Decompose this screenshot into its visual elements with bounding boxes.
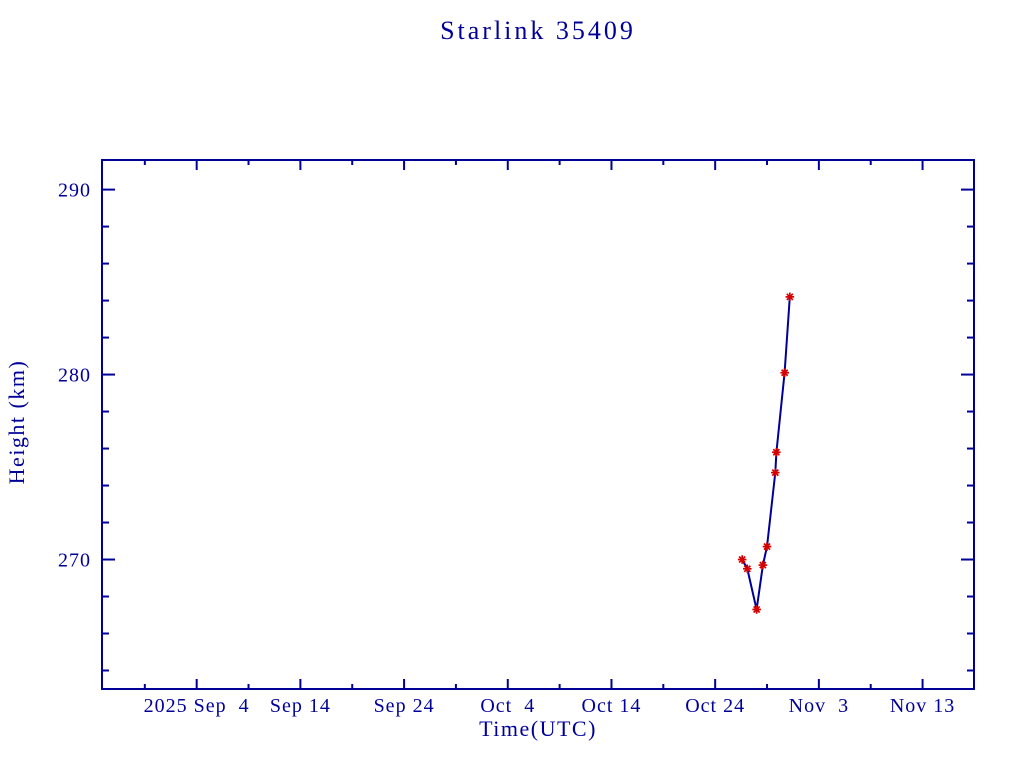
- x-tick-label: Nov 13: [890, 695, 955, 717]
- data-point-marker: [758, 560, 768, 570]
- marker-spoke: [781, 369, 789, 377]
- data-point-marker: [772, 447, 781, 457]
- x-tick-label: Nov 3: [789, 695, 849, 717]
- marker-spoke: [786, 293, 794, 301]
- data-point-marker: [771, 468, 780, 477]
- y-tick-label: 290: [58, 180, 91, 202]
- x-tick-label: Oct 14: [582, 695, 642, 717]
- data-point-marker: [762, 542, 772, 551]
- marker-spoke: [743, 565, 751, 573]
- marker-spoke: [738, 555, 746, 564]
- marker-spoke: [771, 468, 779, 477]
- y-tick-label: 270: [58, 550, 91, 572]
- data-point-marker: [737, 555, 747, 564]
- y-axis-label: Height (km): [4, 359, 29, 485]
- data-point-marker: [743, 564, 752, 574]
- marker-spoke: [763, 542, 771, 551]
- x-tick-label: 2025 Sep 4: [144, 695, 250, 717]
- marker-spoke: [753, 605, 761, 614]
- data-point-marker: [752, 605, 761, 614]
- x-tick-label: Sep 24: [374, 695, 435, 717]
- data-point-marker: [785, 292, 795, 302]
- marker-spoke: [759, 561, 767, 569]
- marker-spoke: [772, 448, 780, 456]
- x-axis-label: Time(UTC): [479, 716, 597, 741]
- data-point-marker: [780, 368, 789, 378]
- x-tick-label: Oct 4: [480, 695, 535, 717]
- chart-title: Starlink 35409: [440, 16, 636, 45]
- plot-border: [101, 159, 975, 690]
- y-tick-label: 280: [58, 365, 91, 387]
- x-tick-label: Sep 14: [270, 695, 331, 717]
- x-tick-label: Oct 24: [685, 695, 745, 717]
